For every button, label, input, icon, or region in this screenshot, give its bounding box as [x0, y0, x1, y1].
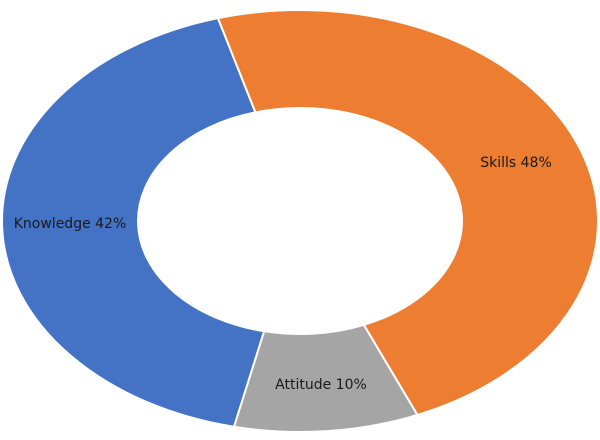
- donut-slices: [1, 9, 599, 434]
- slice-label-attitude: Attitude 10%: [275, 377, 367, 393]
- slice-skills: [216, 9, 599, 417]
- slice-knowledge: [1, 17, 266, 428]
- slice-label-skills: Skills 48%: [480, 155, 552, 171]
- slice-label-knowledge: Knowledge 42%: [14, 216, 127, 232]
- donut-labels: Skills 48% Attitude 10% Knowledge 42%: [14, 155, 552, 393]
